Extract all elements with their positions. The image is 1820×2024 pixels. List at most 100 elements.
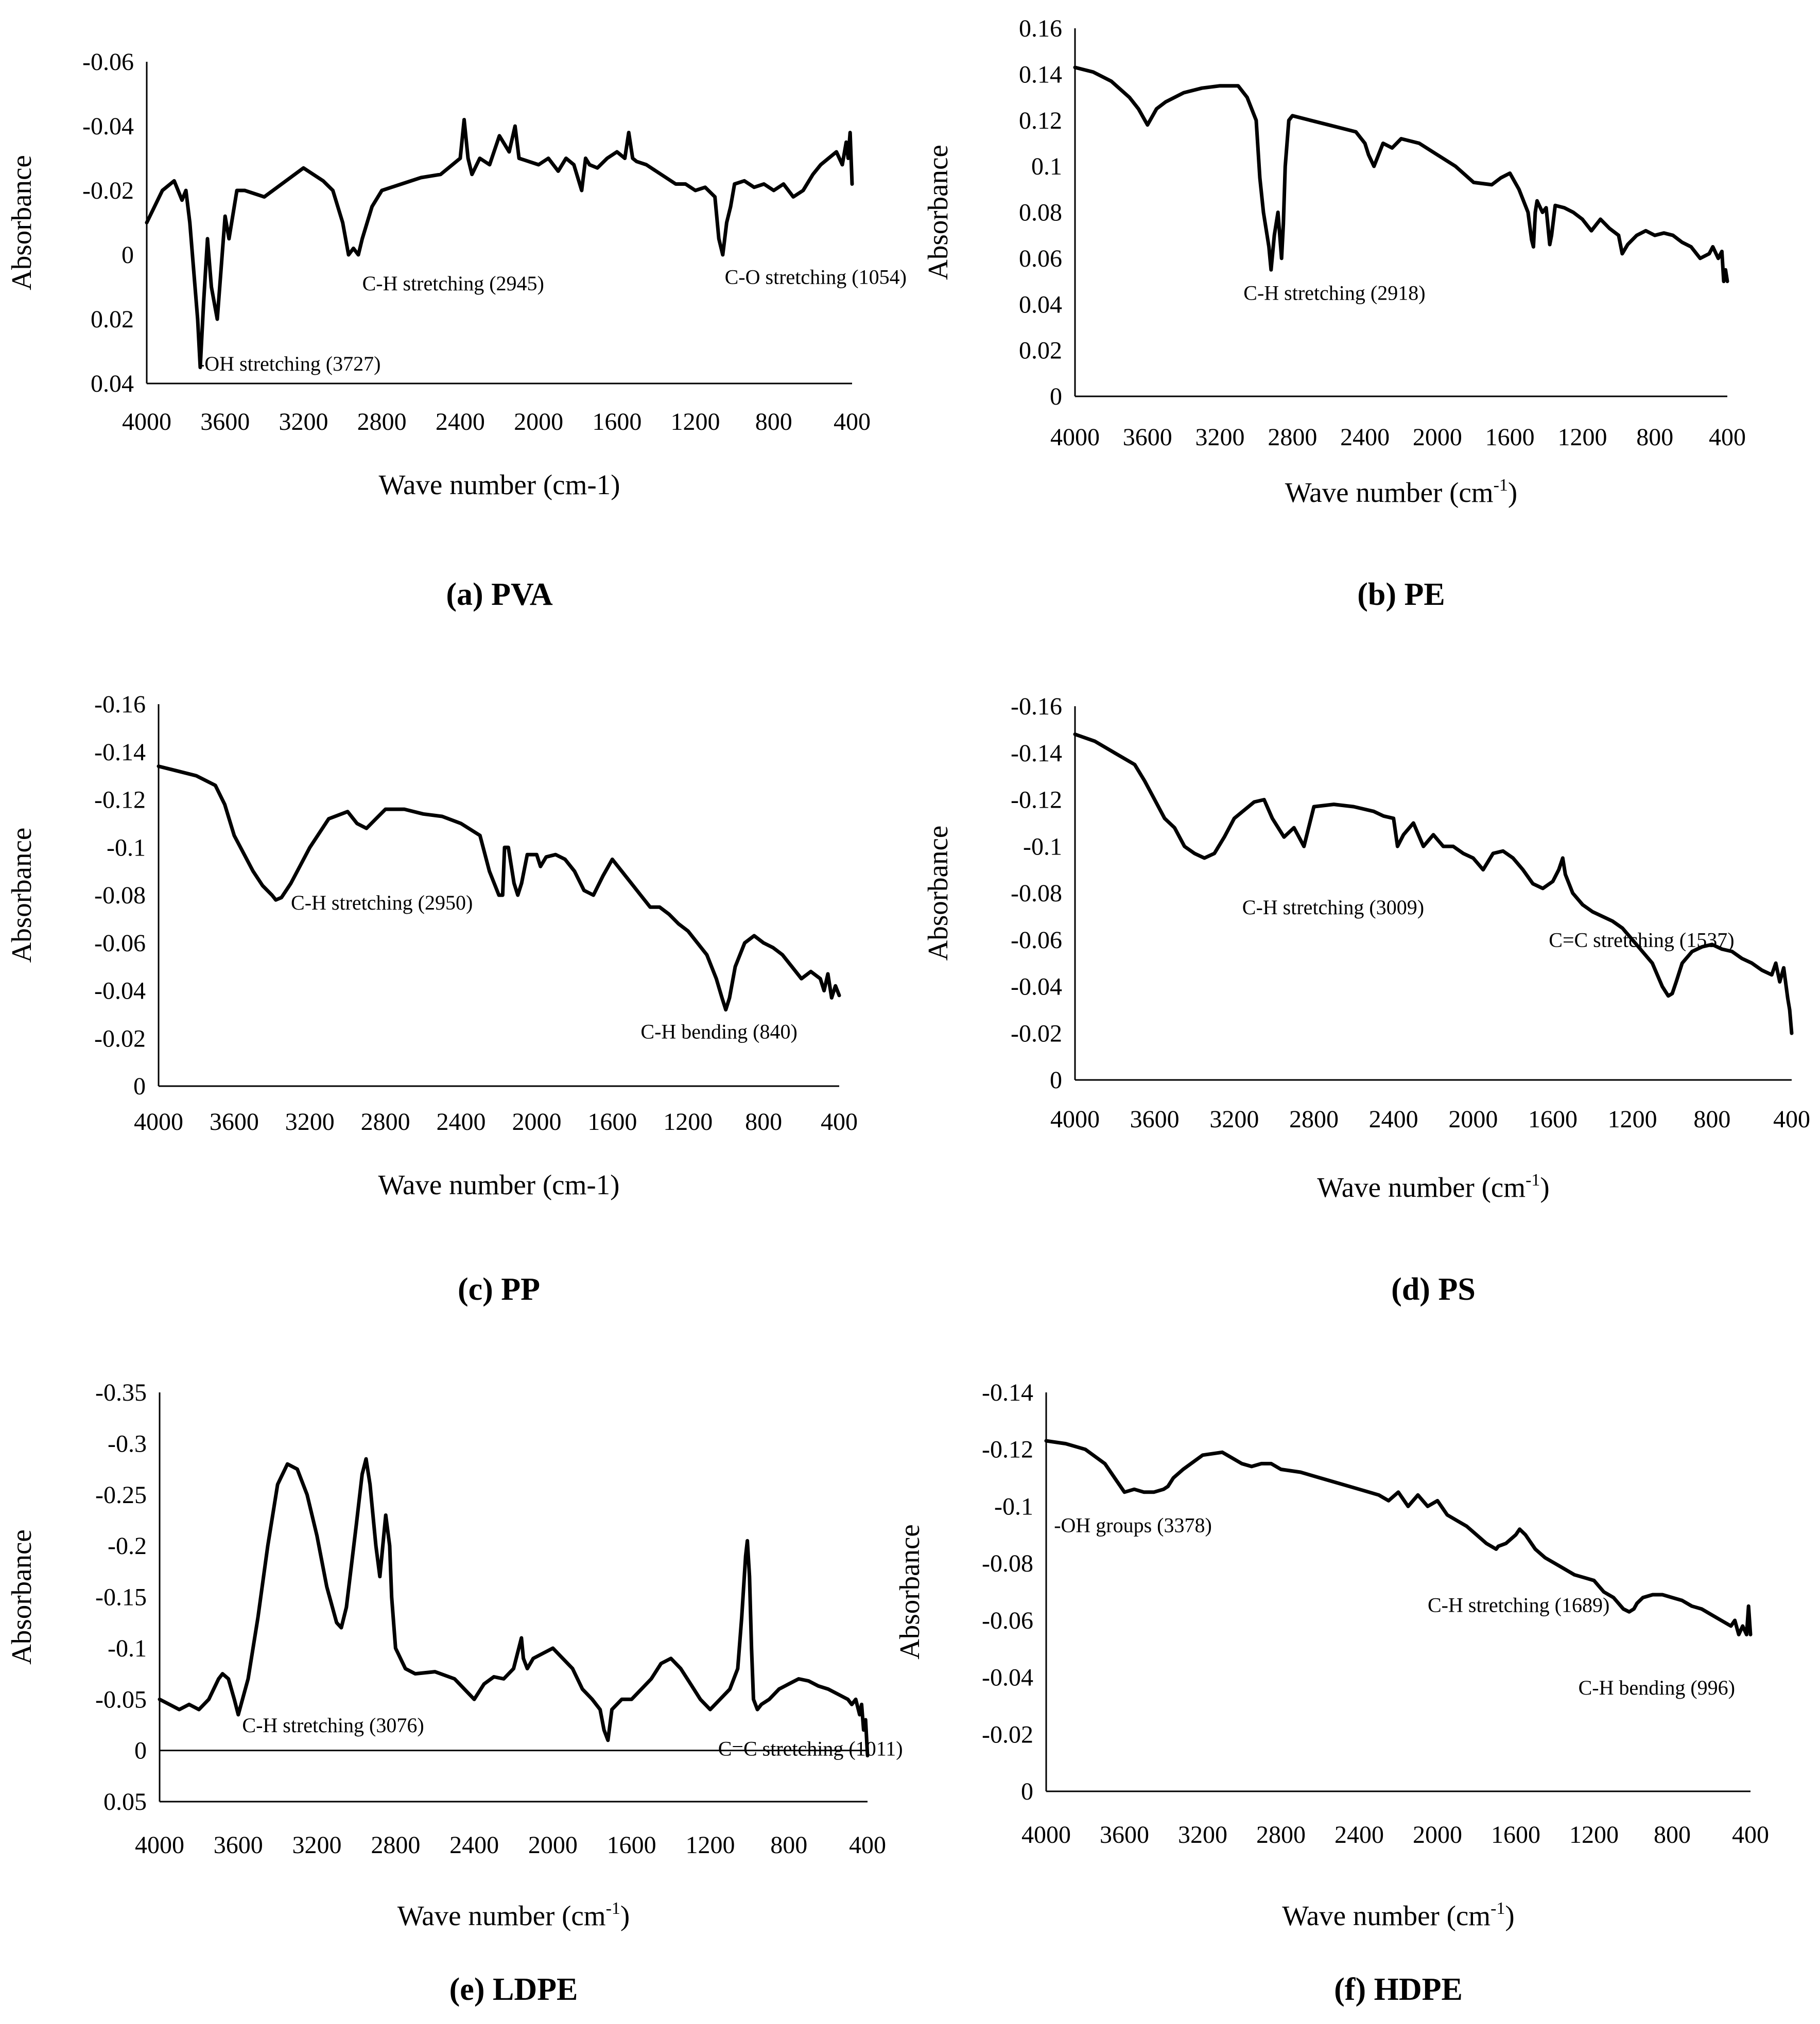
x-tick-label: 2000 [1413,424,1462,451]
chart-panel-b: 0 0.02 0.04 0.06 0.08 0.1 0.12 0.14 0.16 4000 3600… [922,15,1746,612]
x-axis-title: Wave number (cm-1) [397,1899,630,1931]
x-tick-label: 4000 [122,408,171,435]
peak-annotation: C-H stretching (1689) [1428,1593,1609,1616]
y-tick-label: -0.1 [107,834,146,861]
y-tick-label: 0 [133,1073,146,1100]
x-tick-label: 1200 [1569,1821,1619,1848]
y-tick-label: -0.06 [82,48,134,76]
x-tick-label: 800 [770,1831,807,1859]
x-axis-title-superscript: -1 [1494,476,1508,495]
y-tick-label: 0.12 [1019,107,1062,134]
panel-caption: (f) HDPE [1334,1972,1463,2007]
x-axis-title: Wave number (cm-1) [1282,1899,1515,1931]
x-axis-title: Wave number (cm-1) [379,469,620,500]
x-tick-label: 2400 [436,408,485,435]
x-tick-label: 1600 [1528,1106,1578,1133]
x-tick-label: 3600 [1130,1106,1180,1133]
x-tick-label: 3600 [200,408,250,435]
x-tick-label: 800 [755,408,792,435]
y-tick-label: -0.12 [94,787,146,814]
x-axis-title: Wave number (cm-1) [1285,476,1518,508]
x-tick-label: 1200 [1557,424,1607,451]
x-tick-label: 2400 [437,1108,486,1136]
x-tick-label: 2800 [361,1108,410,1136]
y-tick-label: -0.14 [94,739,146,766]
panel-caption: (e) LDPE [449,1972,578,2007]
y-tick-label: -0.08 [94,882,146,909]
x-tick-label: 2000 [1413,1821,1462,1848]
y-tick-label: 0.04 [91,370,134,397]
x-tick-label: 3200 [1178,1821,1227,1848]
y-tick-label: 0.06 [1019,245,1062,272]
y-tick-label: -0.25 [95,1481,147,1509]
spectrum-line-pe [1073,65,1729,284]
spectrum-line-hdpe [1044,1439,1753,1636]
y-tick-label: -0.02 [1011,1020,1062,1047]
y-axis-title: Absorbance [894,1524,925,1660]
x-tick-label: 2000 [1448,1106,1498,1133]
x-axis-title-main: Wave number (cm-1) [379,469,620,500]
x-axis-title-main: Wave number (cm [397,1900,606,1931]
x-tick-label: 2000 [512,1108,561,1136]
x-tick-label: 1600 [607,1831,656,1859]
y-tick-label: -0.04 [94,978,146,1005]
x-tick-label: 400 [1709,424,1746,451]
x-tick-label: 4000 [135,1831,184,1859]
x-tick-label: 400 [834,408,871,435]
spectrum-line-ps [1073,732,1794,1035]
chart-panel-c: 0 -0.02 -0.04 -0.06 -0.08 -0.1 -0.12 -0.14 -0.16… [6,691,858,1307]
x-tick-label: 2400 [449,1831,499,1859]
y-tick-label: -0.05 [95,1686,147,1713]
x-tick-label: 4000 [1021,1821,1071,1848]
y-tick-label: -0.06 [1011,927,1062,954]
x-tick-label: 2400 [1334,1821,1384,1848]
y-tick-label: 0 [134,1737,147,1765]
x-tick-label: 2800 [1268,424,1317,451]
peak-annotation: -OH stretching (3727) [198,352,380,375]
y-tick-label: -0.08 [1011,880,1062,907]
y-tick-label: 0 [1050,383,1062,410]
y-axis-title: Absorbance [922,145,954,280]
peak-annotation: C=C stretching (1537) [1549,928,1734,951]
x-tick-label: 4000 [134,1108,183,1136]
x-tick-label: 800 [1654,1821,1691,1848]
y-tick-label: -0.1 [994,1493,1033,1520]
y-axis-title: Absorbance [6,1529,37,1665]
x-axis-title-main: Wave number (cm [1285,477,1494,508]
x-tick-label: 3600 [214,1831,263,1859]
panel-caption: (b) PE [1357,577,1445,612]
y-tick-label: -0.3 [108,1430,147,1457]
x-tick-label: 3600 [1100,1821,1149,1848]
x-tick-label: 2800 [1256,1821,1306,1848]
x-tick-label: 800 [1693,1106,1730,1133]
y-tick-label: 0.02 [91,306,134,333]
x-axis-title-close: ) [620,1900,630,1931]
x-tick-label: 400 [821,1108,858,1136]
x-tick-label: 400 [849,1831,886,1859]
y-tick-label: -0.06 [982,1607,1033,1634]
panel-caption: (d) PS [1391,1272,1476,1307]
spectrum-line-pp [157,764,841,1012]
x-tick-label: 3200 [285,1108,335,1136]
y-tick-label: -0.12 [1011,787,1062,814]
x-tick-label: 3600 [1123,424,1172,451]
y-tick-label: 0.02 [1019,337,1062,364]
x-tick-label: 4000 [1050,424,1100,451]
y-tick-label: 0.14 [1019,61,1062,88]
x-axis-title-superscript: -1 [1490,1899,1505,1918]
x-tick-label: 3200 [1209,1106,1259,1133]
x-tick-label: 1200 [685,1831,735,1859]
x-tick-label: 1600 [592,408,642,435]
x-tick-label: 4000 [1050,1106,1100,1133]
peak-annotation: C-H stretching (2950) [291,891,473,914]
x-tick-label: 3200 [1195,424,1245,451]
x-tick-label: 800 [1636,424,1673,451]
x-axis-title-close: ) [1505,1900,1514,1931]
x-tick-label: 2800 [371,1831,420,1859]
y-tick-label: -0.02 [982,1721,1033,1748]
x-tick-label: 800 [745,1108,782,1136]
y-tick-label: -0.08 [982,1550,1033,1577]
y-tick-label: 0.05 [103,1788,147,1816]
x-tick-label: 1200 [663,1108,713,1136]
